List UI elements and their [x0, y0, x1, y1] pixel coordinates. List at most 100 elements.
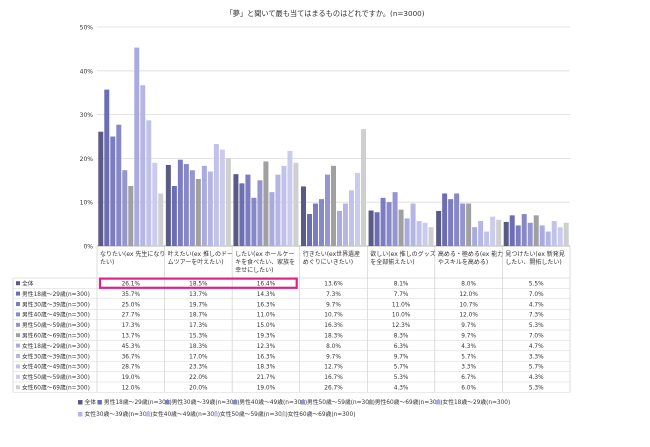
bar — [313, 203, 318, 246]
y-tick-label: 30% — [80, 112, 94, 119]
category-label: を全部揃えたい) — [370, 258, 414, 266]
table-value: 9.7% — [394, 354, 409, 360]
bar — [110, 136, 116, 246]
table-value: 5.7% — [461, 354, 476, 360]
category-label: キを食べたい、家族を — [235, 258, 295, 266]
table-value: 11.0% — [257, 313, 276, 319]
legend-key — [435, 400, 441, 405]
legend-key — [232, 400, 238, 405]
table-row-label: 男性40歳～49歳(n=300) — [22, 311, 90, 319]
bar — [158, 193, 164, 246]
table-value: 10.7% — [459, 302, 478, 308]
bar — [219, 149, 225, 246]
y-tick-label: 20% — [80, 156, 94, 163]
bar — [454, 193, 460, 246]
table-value: 18.3% — [324, 334, 343, 340]
table-value: 5.3% — [529, 386, 544, 392]
legend-key — [300, 400, 305, 405]
table-value: 28.7% — [122, 365, 141, 371]
table-value: 11.0% — [392, 302, 411, 308]
bar — [368, 210, 374, 246]
bar — [245, 174, 251, 246]
table-value: 27.7% — [122, 313, 141, 319]
bar — [263, 161, 269, 246]
highlight-box — [98, 277, 298, 289]
table-value: 5.3% — [394, 375, 409, 381]
bar — [251, 197, 257, 246]
bar — [287, 150, 293, 246]
table-value: 7.3% — [529, 313, 544, 319]
bar — [301, 186, 306, 246]
bar — [307, 214, 312, 246]
table-value: 4.7% — [529, 302, 544, 308]
table-value: 6.0% — [461, 386, 476, 392]
table-value: 19.0% — [122, 375, 141, 381]
table-value: 12.3% — [257, 344, 276, 350]
table-value: 9.7% — [326, 302, 341, 308]
table-value: 7.3% — [326, 292, 341, 298]
category-label: やスキルを高める) — [438, 258, 488, 266]
table-value: 12.0% — [459, 313, 478, 319]
legend-key — [145, 412, 151, 417]
table-value: 10.0% — [392, 313, 411, 319]
category-label: 叶えたい(ex 推しのドー — [168, 250, 233, 258]
bar — [563, 222, 569, 246]
table-row-label: 女性18歳～29歳(n=300) — [22, 342, 90, 350]
y-tick-label: 40% — [80, 68, 94, 75]
bar — [281, 165, 287, 246]
bar — [207, 171, 213, 246]
bar — [521, 214, 527, 246]
bar — [128, 185, 134, 246]
y-tick-label: 0% — [83, 244, 93, 251]
table-value: 4.3% — [461, 344, 476, 350]
table-value: 8.0% — [461, 282, 476, 288]
bar — [98, 131, 104, 246]
table-value: 7.0% — [529, 334, 544, 340]
legend-key — [16, 385, 20, 390]
bar — [201, 165, 207, 246]
bar — [490, 216, 496, 246]
legend-label: 女性50歳～59歳(n=300) — [220, 410, 288, 418]
table-value: 9.7% — [461, 334, 476, 340]
legend-key — [16, 322, 20, 327]
legend-key — [16, 291, 20, 296]
bar — [225, 158, 231, 246]
bar — [374, 212, 380, 246]
bar — [337, 210, 342, 246]
table-value: 18.5% — [189, 282, 208, 288]
table-value: 13.7% — [189, 292, 208, 298]
bar — [331, 165, 336, 246]
bar — [343, 203, 348, 246]
legend-key — [213, 412, 218, 417]
legend-key — [16, 281, 20, 286]
table-value: 22.0% — [189, 375, 208, 381]
category-label: したい(ex ホールケー — [235, 251, 294, 258]
bar — [404, 218, 410, 246]
y-tick-label: 50% — [80, 25, 94, 32]
bar — [484, 231, 490, 246]
table-value: 16.3% — [324, 323, 343, 329]
table-value: 3.3% — [529, 354, 544, 360]
table-value: 12.3% — [392, 323, 411, 329]
legend-key — [16, 312, 20, 317]
category-label: 見つけたい(ex 新発見 — [505, 250, 564, 258]
legend-key — [165, 400, 170, 405]
legend-key — [16, 364, 20, 369]
table-value: 20.0% — [189, 386, 208, 392]
bar — [533, 215, 539, 246]
table-value: 16.3% — [257, 354, 276, 360]
table-value: 17.3% — [122, 323, 141, 329]
bar — [275, 174, 281, 246]
table-value: 21.7% — [257, 375, 276, 381]
legend-label: 全体 — [85, 398, 97, 406]
category-label: 幸せにしたい) — [235, 266, 273, 274]
legend-label: 男性18歳～29歳(n=300) — [104, 398, 172, 406]
table-value: 6.7% — [461, 375, 476, 381]
table-value: 8.0% — [326, 344, 341, 350]
table-value: 26.7% — [324, 386, 343, 392]
legend-label: 男性40歳～49歳(n=300) — [239, 398, 307, 406]
bar — [460, 203, 466, 246]
table-value: 10.7% — [324, 313, 343, 319]
table-value: 19.0% — [257, 386, 276, 392]
